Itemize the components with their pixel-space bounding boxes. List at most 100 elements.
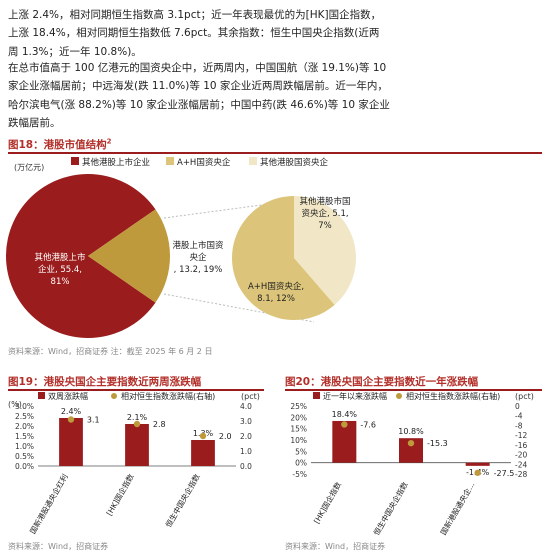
fig20-source: 资料来源：Wind，招商证券: [285, 542, 386, 551]
y-tick-label: 1.0%: [15, 442, 34, 451]
y2-tick-label: -4: [515, 412, 523, 421]
y2-tick-label: 4.0: [240, 402, 252, 411]
pie-slice-ah: [231, 196, 335, 320]
legend-label-ah: A+H国资央企: [177, 157, 231, 168]
category-label: 恒生中国央企指数: [371, 480, 410, 537]
fig20-legend-point: 相对恒生指数涨跌幅(右轴): [406, 391, 500, 401]
legend-label-other-soe: 其他港股国资央企: [260, 157, 329, 168]
bar: [332, 420, 357, 463]
point: [199, 432, 207, 440]
y2-tick-label: 0.0: [240, 462, 252, 471]
paragraph-line: 上涨 18.4%，相对同期恒生指数低 7.6pct。其余指数：恒生中国央企指数(…: [8, 27, 380, 40]
label-other-soe-2: 资央企, 5.1,: [301, 208, 348, 219]
bar: [59, 418, 83, 466]
y2-tick-label: -16: [515, 441, 527, 450]
y2-tick-label: -20: [515, 451, 527, 460]
y-tick-label: 3.0%: [15, 402, 34, 411]
fig20-legend-swatch-bar: [313, 392, 320, 399]
fig19-title: 图19：港股央国企主要指数近两周涨跌幅: [8, 376, 202, 388]
fig20-bar-chart: (pct) 近一年以来涨跌幅 相对恒生指数涨跌幅(右轴) -5% 0% 5% 10% 1…: [290, 391, 534, 537]
category-label: 恒生中国央企指数: [163, 472, 202, 529]
fig20-title: 图20：港股央国企主要指数近一年涨跌幅: [285, 376, 479, 388]
point: [133, 420, 141, 428]
fig18-title: 图18：港股市值结构2: [8, 137, 112, 152]
pie-slice-other-soe: [294, 196, 356, 305]
fig18-rule: [8, 152, 542, 154]
y-tick-label: 0.5%: [15, 452, 34, 461]
legend-swatch-ah: [166, 157, 174, 165]
y2-tick-label: 3.0: [240, 417, 252, 426]
point-value-label: -15.3: [427, 439, 448, 448]
paragraph-line: 上涨 2.4%，相对同期恒生指数高 3.1pct；近一年表现最优的为[HK]国企…: [8, 9, 382, 21]
fig19-right-unit: (pct): [241, 392, 260, 401]
legend-swatch-other: [71, 157, 79, 165]
point-value-label: -7.6: [360, 420, 376, 429]
fig18-source: 资料来源：Wind，招商证券 注：截至 2025 年 6 月 2 日: [8, 347, 213, 356]
y2-tick-label: -24: [515, 460, 527, 469]
bar: [125, 424, 149, 466]
y2-tick-label: -28: [515, 470, 527, 479]
paragraph-line: 周 1.3%；近一年 10.8%)。: [8, 45, 142, 58]
label-other-2: 企业, 55.4,: [38, 264, 82, 275]
fig19-bar-chart: (%) (pct) 双周涨跌幅 相对恒生指数涨跌幅(右轴) 0.0%0.5%1.…: [8, 391, 260, 535]
y-tick-label: 5%: [295, 447, 307, 456]
paragraph-1: 上涨 2.4%，相对同期恒生指数高 3.1pct；近一年表现最优的为[HK]国企…: [8, 6, 542, 61]
y2-tick-label: 1.0: [240, 447, 252, 456]
y-tick-label: 20%: [290, 413, 307, 422]
bar: [191, 440, 215, 466]
y-tick-label: 10%: [290, 436, 307, 445]
fig19-legend-bar: 双周涨跌幅: [48, 391, 88, 401]
point-value-label: -27.5: [494, 469, 515, 478]
label-other-soe-1: 其他港股市国: [299, 196, 350, 207]
category-label: [HK]国企指数: [104, 472, 136, 518]
y-tick-label: 15%: [290, 425, 307, 434]
label-ah-2: 8.1, 12%: [257, 294, 295, 304]
fig20-legend-bar: 近一年以来涨跌幅: [323, 391, 387, 401]
y-tick-label: 1.5%: [15, 432, 34, 441]
category-label: 国新港股通央企...: [438, 480, 476, 537]
y-tick-label: -5%: [292, 470, 307, 479]
y-tick-label: 25%: [290, 402, 307, 411]
point: [67, 416, 75, 423]
legend-swatch-other-soe: [249, 157, 257, 165]
y-tick-label: 2.5%: [15, 412, 34, 421]
fig18-pie-chart: (万亿元) 其他港股上市企业 A+H国资央企 其他港股国资央企 其他港股上市 企…: [5, 157, 356, 338]
y2-tick-label: -12: [515, 431, 527, 440]
fig20-legend-swatch-point: [396, 393, 402, 399]
bar-value-label: 2.1%: [127, 413, 148, 422]
fig19-legend-swatch-point: [111, 393, 117, 399]
paragraph-line: 在总市值高于 100 亿港元的国资央企中，近两周内，中国国航（涨 19.1%)等…: [8, 62, 387, 74]
point: [341, 421, 348, 428]
label-other-3: 81%: [51, 277, 70, 287]
label-soe-1: 港股上市国资: [172, 240, 224, 251]
fig19-left-unit: (%): [8, 400, 22, 409]
fig18-title-sup: 2: [106, 137, 112, 146]
category-label: [HK]国企指数: [311, 480, 343, 526]
legend-label-other: 其他港股上市企业: [82, 157, 150, 168]
bar-value-label: 10.8%: [398, 427, 424, 436]
fig19-source: 资料来源：Wind，招商证券: [8, 542, 109, 551]
fig19-rule: [8, 389, 264, 391]
y2-tick-label: 2.0: [240, 432, 252, 441]
y-tick-label: 0%: [295, 459, 307, 468]
label-other-soe-3: 7%: [318, 221, 332, 231]
label-soe-2: 央企: [189, 252, 207, 263]
y2-tick-label: -8: [515, 421, 523, 430]
label-other-1: 其他港股上市: [34, 252, 86, 263]
bar-value-label: 2.4%: [61, 407, 82, 416]
point: [474, 469, 481, 476]
fig19-legend-swatch-bar: [38, 392, 45, 399]
fig20-right-unit: (pct): [515, 392, 534, 401]
label-ah-1: A+H国资央企,: [248, 281, 304, 292]
bar: [465, 462, 490, 466]
paragraph-line: 跌幅居前。: [8, 116, 61, 129]
y-tick-label: 0.0%: [15, 462, 34, 471]
connector-line-top: [163, 197, 315, 219]
fig19-legend-point: 相对恒生指数涨跌幅(右轴): [121, 391, 215, 401]
point-value-label: 3.1: [87, 416, 100, 425]
point: [407, 439, 415, 447]
fig18-title-text: 图18：港股市值结构: [8, 139, 107, 151]
pie-slice-other-listed: [5, 173, 156, 338]
pie-slice-soe: [88, 209, 170, 303]
category-label: 国新港股通央企红利: [27, 472, 69, 535]
